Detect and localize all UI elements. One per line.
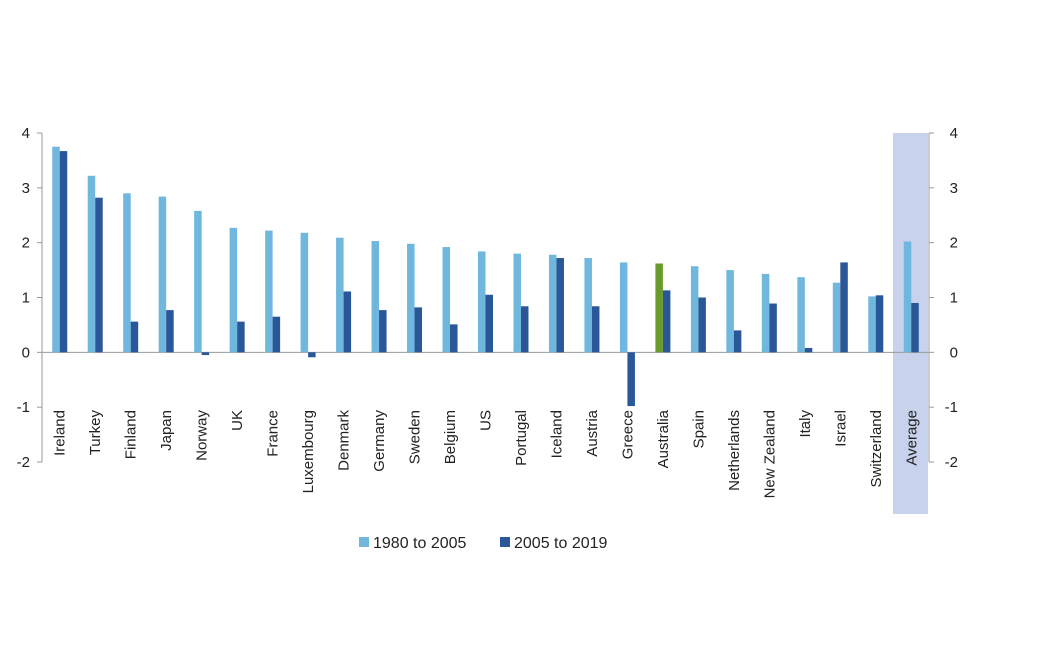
bar-norway-2005-2019 bbox=[201, 352, 210, 356]
legend-swatch-2005-2019 bbox=[500, 537, 510, 547]
bar-norway-1980-2005 bbox=[194, 210, 202, 353]
bar-iceland-2005-2019 bbox=[556, 258, 564, 353]
category-label: Japan bbox=[158, 410, 175, 451]
left-tick-label: 3 bbox=[22, 180, 30, 197]
bar-sweden-1980-2005 bbox=[407, 243, 415, 353]
bar-austria-2005-2019 bbox=[591, 306, 600, 353]
category-label: Israel bbox=[832, 410, 849, 447]
bar-finland-1980-2005 bbox=[123, 193, 131, 353]
category-label: Denmark bbox=[336, 410, 353, 471]
bar-germany-1980-2005 bbox=[371, 241, 380, 353]
bar-luxembourg-1980-2005 bbox=[300, 232, 309, 353]
bar-luxembourg-2005-2019 bbox=[308, 352, 316, 358]
category-label: Spain bbox=[690, 410, 707, 448]
bar-greece-1980-2005 bbox=[619, 262, 628, 353]
bars bbox=[52, 146, 919, 407]
category-label: US bbox=[478, 410, 495, 431]
category-label: Italy bbox=[797, 410, 814, 438]
category-label: Luxembourg bbox=[300, 410, 317, 493]
bar-sweden-2005-2019 bbox=[414, 307, 423, 353]
bar-turkey-1980-2005 bbox=[87, 175, 96, 353]
category-label: Norway bbox=[194, 410, 211, 461]
legend: 1980 to 2005 2005 to 2019 bbox=[359, 535, 608, 552]
bar-netherlands-1980-2005 bbox=[726, 270, 734, 353]
right-tick-label: 3 bbox=[950, 180, 958, 197]
bar-denmark-1980-2005 bbox=[336, 237, 344, 353]
right-tick-label: 2 bbox=[950, 235, 958, 252]
category-label: Belgium bbox=[442, 410, 459, 464]
bar-finland-2005-2019 bbox=[130, 321, 139, 353]
category-label: Sweden bbox=[407, 410, 424, 464]
category-label: Iceland bbox=[548, 410, 565, 458]
category-label: Finland bbox=[123, 410, 140, 459]
bar-france-1980-2005 bbox=[265, 230, 273, 353]
category-label: Ireland bbox=[52, 410, 69, 456]
bar-new-zealand-1980-2005 bbox=[761, 273, 770, 353]
bar-japan-2005-2019 bbox=[166, 310, 174, 353]
bar-austria-1980-2005 bbox=[584, 258, 592, 353]
legend-swatch-1980-2005 bbox=[359, 537, 369, 547]
bar-iceland-1980-2005 bbox=[548, 254, 557, 353]
category-label: Switzerland bbox=[868, 410, 885, 488]
bar-spain-1980-2005 bbox=[690, 266, 699, 353]
bar-france-2005-2019 bbox=[272, 316, 281, 353]
bar-israel-2005-2019 bbox=[840, 262, 848, 353]
bar-average-1980-2005 bbox=[903, 241, 912, 353]
category-label: Austria bbox=[584, 409, 601, 456]
left-tick-label: -2 bbox=[17, 454, 30, 471]
bar-us-2005-2019 bbox=[485, 294, 493, 353]
legend-label-1980-2005: 1980 to 2005 bbox=[373, 535, 467, 552]
bar-germany-2005-2019 bbox=[379, 310, 387, 353]
category-label: New Zealand bbox=[761, 410, 778, 498]
bar-average-2005-2019 bbox=[911, 302, 919, 353]
left-tick-label: 1 bbox=[22, 290, 30, 307]
axes: -2 -2 -1 -1 0 0 1 1 2 2 3 3 4 4 bbox=[17, 125, 958, 471]
bar-spain-2005-2019 bbox=[698, 297, 706, 353]
bar-turkey-2005-2019 bbox=[95, 197, 103, 353]
bar-netherlands-2005-2019 bbox=[733, 330, 742, 353]
category-label: Netherlands bbox=[726, 410, 743, 491]
bar-ireland-1980-2005 bbox=[52, 146, 60, 353]
category-label: UK bbox=[229, 410, 246, 431]
category-label: Average bbox=[903, 410, 920, 466]
right-tick-label: -1 bbox=[945, 399, 958, 416]
left-tick-label: 2 bbox=[22, 235, 30, 252]
bar-australia-1980-2005 bbox=[655, 263, 663, 353]
right-tick-label: 1 bbox=[950, 290, 958, 307]
bar-belgium-2005-2019 bbox=[450, 324, 458, 353]
right-tick-label: 4 bbox=[950, 125, 958, 142]
category-label: Portugal bbox=[513, 410, 530, 466]
bar-us-1980-2005 bbox=[478, 251, 486, 353]
bar-new-zealand-2005-2019 bbox=[769, 303, 777, 353]
bar-greece-2005-2019 bbox=[627, 352, 635, 407]
category-label: Australia bbox=[655, 409, 672, 468]
bar-switzerland-1980-2005 bbox=[868, 296, 876, 353]
category-label: Turkey bbox=[87, 410, 104, 456]
bar-portugal-2005-2019 bbox=[520, 306, 529, 353]
bar-denmark-2005-2019 bbox=[343, 291, 352, 353]
legend-label-2005-2019: 2005 to 2019 bbox=[514, 535, 608, 552]
bar-portugal-1980-2005 bbox=[513, 253, 521, 353]
left-tick-label: -1 bbox=[17, 399, 30, 416]
left-tick-label: 0 bbox=[22, 344, 30, 361]
left-tick-label: 4 bbox=[22, 125, 30, 142]
bar-uk-2005-2019 bbox=[237, 321, 245, 353]
bar-japan-1980-2005 bbox=[158, 196, 167, 353]
bar-australia-2005-2019 bbox=[662, 290, 671, 353]
right-tick-label: 0 bbox=[950, 344, 958, 361]
bar-ireland-2005-2019 bbox=[59, 151, 68, 353]
bar-uk-1980-2005 bbox=[229, 227, 238, 353]
category-label: Greece bbox=[619, 410, 636, 459]
category-label: France bbox=[265, 410, 282, 457]
bar-belgium-1980-2005 bbox=[442, 247, 451, 353]
bar-switzerland-2005-2019 bbox=[875, 295, 884, 353]
bar-italy-1980-2005 bbox=[797, 277, 805, 353]
category-labels: Ireland Turkey Finland Japan Norway UK France L… bbox=[52, 409, 921, 498]
category-label: Germany bbox=[371, 410, 388, 472]
right-tick-label: -2 bbox=[945, 454, 958, 471]
bar-israel-1980-2005 bbox=[832, 282, 841, 353]
bar-italy-2005-2019 bbox=[804, 347, 813, 353]
